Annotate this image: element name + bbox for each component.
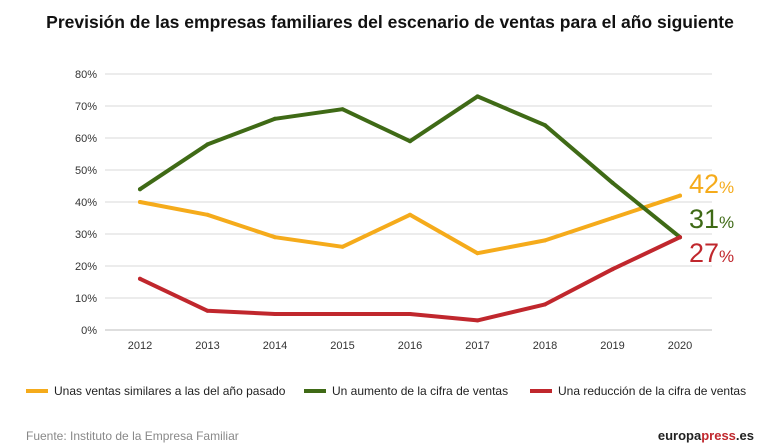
data-point <box>273 312 277 316</box>
x-tick-label: 2018 <box>533 340 557 352</box>
data-point <box>475 318 480 323</box>
x-tick-label: 2017 <box>465 340 489 352</box>
legend-item-similar: Unas ventas similares a las del año pasa… <box>26 384 285 398</box>
y-tick-label: 0% <box>81 325 97 337</box>
y-tick-label: 50% <box>75 165 97 177</box>
y-tick-label: 40% <box>75 197 97 209</box>
legend-item-decrease: Una reducción de la cifra de ventas <box>530 384 746 398</box>
data-point <box>408 312 412 316</box>
y-tick-label: 20% <box>75 261 97 273</box>
y-tick-label: 80% <box>75 69 97 81</box>
x-tick-label: 2014 <box>263 340 287 352</box>
data-point <box>475 94 480 99</box>
brand-part-2: press <box>701 428 736 443</box>
data-point <box>610 216 615 220</box>
data-point <box>610 180 615 185</box>
legend-label-decrease: Una reducción de la cifra de ventas <box>558 384 747 398</box>
legend-swatch-increase <box>304 389 326 393</box>
data-point <box>273 235 277 240</box>
brand-part-3: .es <box>735 428 754 443</box>
x-axis-ticks: 2012 2013 2014 2015 2016 2017 2018 2019 2020 <box>128 340 692 352</box>
data-point <box>408 212 412 217</box>
y-tick-label: 30% <box>75 229 97 241</box>
legend-swatch-similar <box>26 389 48 393</box>
series-line-0 <box>138 193 682 256</box>
brand-part-1: europa <box>657 428 702 443</box>
data-point <box>543 238 547 243</box>
data-point <box>138 200 142 204</box>
data-point <box>138 187 142 192</box>
legend-item-increase: Un aumento de la cifra de ventas <box>304 384 508 398</box>
source-note: Fuente: Instituto de la Empresa Familiar <box>26 429 239 443</box>
series-lines <box>138 94 682 323</box>
data-point <box>205 212 210 217</box>
end-value-label: 31% <box>689 204 734 234</box>
chart-title: Previsión de las empresas familiares del… <box>46 12 734 32</box>
x-tick-label: 2013 <box>195 340 219 352</box>
data-point <box>340 107 345 112</box>
data-point <box>340 312 345 316</box>
data-point <box>475 251 480 256</box>
legend-swatch-decrease <box>530 389 552 393</box>
data-point <box>678 235 682 240</box>
end-value-label: 27% <box>689 238 734 268</box>
x-tick-label: 2015 <box>330 340 354 352</box>
legend: Unas ventas similares a las del año pasa… <box>0 384 780 402</box>
end-value-labels: 42% 31% 27% <box>689 169 734 268</box>
data-point <box>543 123 547 128</box>
series-line-2 <box>138 235 682 323</box>
brand-logo: europapress.es <box>658 428 754 443</box>
end-value-label: 42% <box>689 169 734 199</box>
data-point <box>610 267 615 272</box>
grid-lines <box>105 73 712 331</box>
x-tick-label: 2016 <box>398 340 422 352</box>
data-point <box>205 308 210 313</box>
x-tick-label: 2012 <box>128 340 152 352</box>
data-point <box>205 142 210 147</box>
data-point <box>138 276 142 281</box>
x-tick-label: 2019 <box>600 340 624 352</box>
y-tick-label: 70% <box>75 101 97 113</box>
legend-label-similar: Unas ventas similares a las del año pasa… <box>54 384 286 398</box>
y-tick-label: 60% <box>75 133 97 145</box>
data-point <box>273 116 277 121</box>
legend-label-increase: Un aumento de la cifra de ventas <box>332 384 509 398</box>
x-tick-label: 2020 <box>668 340 692 352</box>
y-tick-label: 10% <box>75 293 97 305</box>
data-point <box>408 139 412 144</box>
line-chart: 0%10%20%30%40%50%60%70%80% 2012 2013 2014 2… <box>75 69 734 352</box>
data-point <box>678 193 682 198</box>
data-point <box>340 244 345 249</box>
y-axis-ticks: 0% 10% 20% 30% 40% 50% 60% 70% 80% <box>75 69 97 337</box>
data-point <box>543 302 547 307</box>
